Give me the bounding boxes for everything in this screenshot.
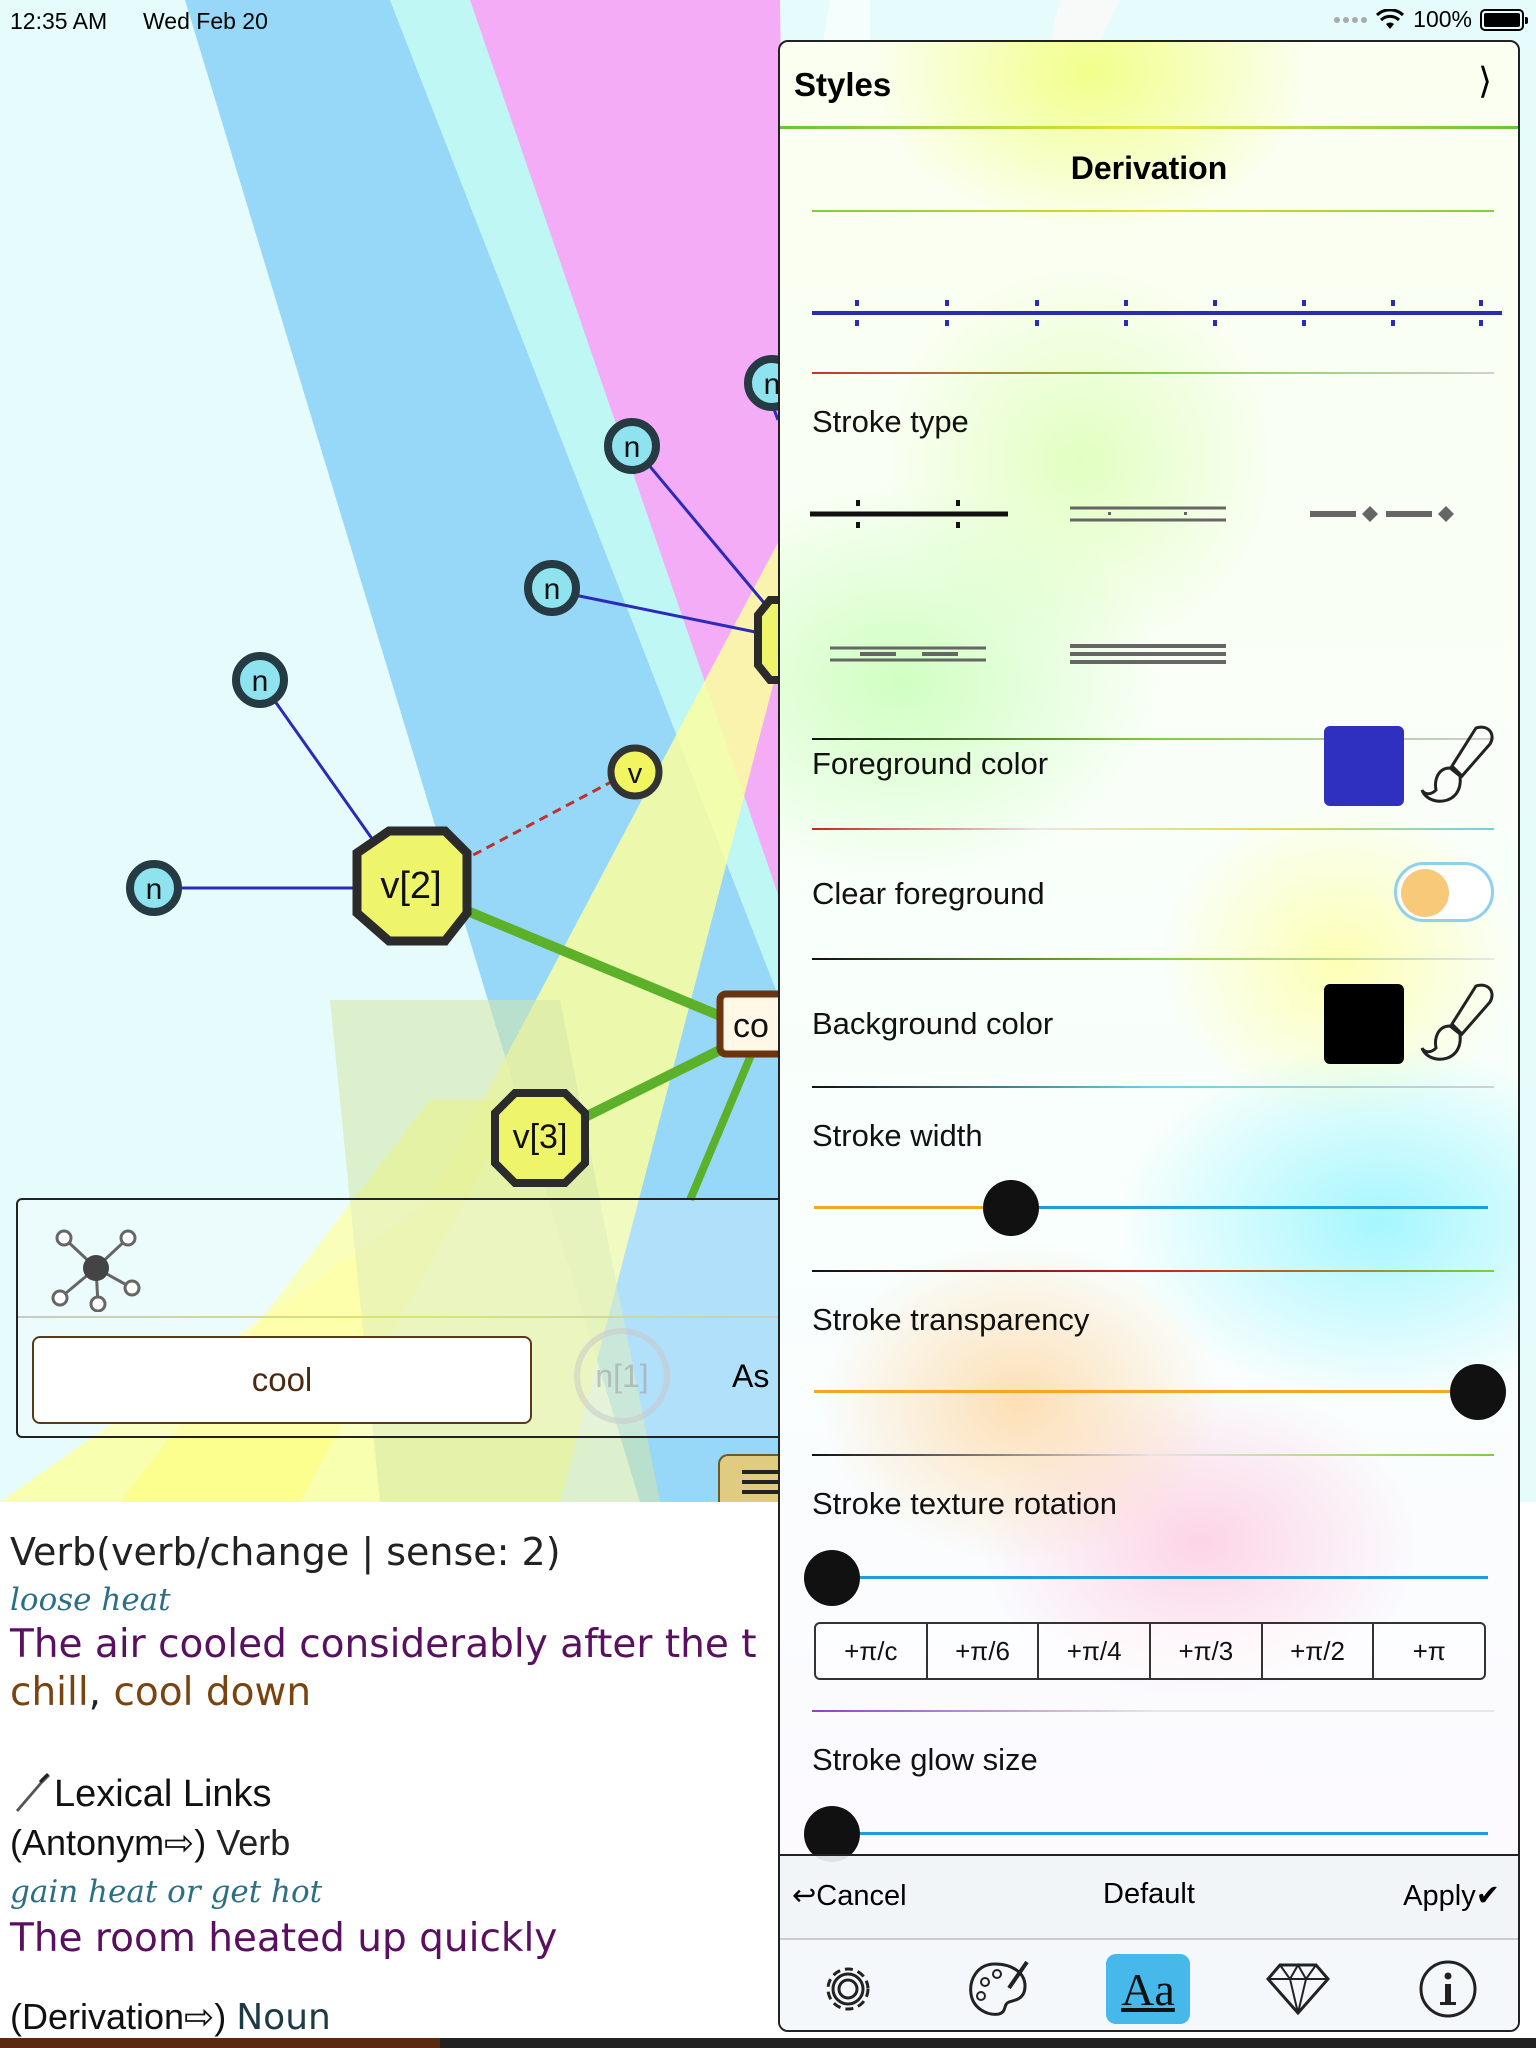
foreground-color-swatch[interactable]: [1324, 726, 1404, 806]
rotate-pi-2-button[interactable]: +π/2: [1263, 1624, 1375, 1678]
gear-icon: [826, 1967, 870, 2011]
derivation-relation[interactable]: (Derivation⇨) Noun: [10, 1996, 331, 2038]
section-title: Derivation: [1070, 150, 1228, 186]
apply-button[interactable]: Apply✔: [1403, 1880, 1500, 1912]
tab-premium[interactable]: [1256, 1954, 1340, 2024]
paintbrush-icon[interactable]: [1416, 982, 1498, 1064]
graph-node-n: n: [126, 860, 182, 916]
graph-node-n: n: [232, 652, 288, 708]
default-button[interactable]: Default: [1103, 1878, 1195, 1910]
status-indicators: 100%: [1333, 6, 1528, 33]
rotate-pi-c-button[interactable]: +π/c: [816, 1624, 928, 1678]
synonym-link[interactable]: chill: [10, 1670, 89, 1715]
stroke-width-label: Stroke width: [812, 1118, 983, 1153]
action-bar: ↩Cancel Default Apply✔: [780, 1854, 1518, 1938]
stroke-glow-size-slider[interactable]: [814, 1832, 1488, 1835]
stroke-type-dashed-ticks[interactable]: [810, 494, 1010, 534]
battery-percent: 100%: [1413, 6, 1472, 32]
styles-panel: Styles ⟩ Derivation Stroke type: [778, 40, 1520, 2032]
word-toolbar: cool n[1] As: [16, 1198, 816, 1438]
stroke-transparency-thumb[interactable]: [1450, 1364, 1506, 1420]
clear-foreground-toggle[interactable]: [1394, 862, 1494, 922]
antonym-example: The room heated up quickly: [10, 1916, 558, 1961]
collapse-chevron-icon[interactable]: ⟩: [1477, 60, 1492, 101]
tab-info[interactable]: [1406, 1954, 1490, 2024]
paintbrush-icon[interactable]: [1416, 724, 1498, 806]
cancel-button[interactable]: ↩Cancel: [792, 1880, 907, 1912]
stroke-texture-rotation-thumb[interactable]: [804, 1550, 860, 1606]
svg-text:co: co: [733, 1007, 769, 1045]
stroke-type-label: Stroke type: [812, 404, 969, 439]
rotation-step-buttons: +π/c +π/6 +π/4 +π/3 +π/2 +π: [814, 1622, 1486, 1680]
bottom-strip: [0, 2038, 1536, 2048]
antonym-gloss: gain heat or get hot: [10, 1874, 323, 1910]
stroke-type-diamond-dash[interactable]: [1310, 494, 1470, 534]
foreground-color-label: Foreground color: [812, 746, 1049, 781]
svg-text:n: n: [544, 573, 561, 606]
ghost-node[interactable]: n[1]: [574, 1328, 670, 1424]
stroke-transparency-label: Stroke transparency: [812, 1302, 1090, 1337]
stroke-texture-rotation-label: Stroke texture rotation: [812, 1486, 1117, 1521]
tab-text-style[interactable]: Aa: [1106, 1954, 1190, 2024]
status-bar: 12:35 AM Wed Feb 20 100%: [0, 0, 1536, 40]
svg-text:n: n: [146, 873, 163, 906]
word-field[interactable]: cool: [32, 1336, 532, 1424]
text-style-icon: Aa: [1121, 1963, 1175, 2015]
rotate-pi-button[interactable]: +π: [1412, 1635, 1446, 1666]
status-date: Wed Feb 20: [143, 8, 268, 34]
rotate-pi-4-button[interactable]: +π/4: [1039, 1624, 1152, 1678]
graph-svg: n n n n n v v[2] v[3]: [0, 0, 1120, 1502]
stroke-type-triple-line[interactable]: [1070, 634, 1230, 674]
graph-node-v: v: [607, 744, 663, 800]
rotate-pi-6-button[interactable]: +π/6: [928, 1624, 1040, 1678]
tab-colors[interactable]: [956, 1954, 1040, 2024]
tab-settings[interactable]: [806, 1954, 890, 2024]
sense-example: The air cooled considerably after the t: [10, 1622, 757, 1667]
stroke-type-double-dotted[interactable]: [1070, 494, 1230, 534]
svg-text:n: n: [252, 665, 269, 698]
background-color-label: Background color: [812, 1006, 1054, 1041]
svg-text:n: n: [764, 368, 781, 401]
svg-text:n: n: [624, 431, 641, 464]
graph-node-v3: v[3]: [491, 1089, 589, 1187]
sense-header: Verb(verb/change | sense: 2): [10, 1530, 561, 1574]
synonym-list: chill, cool down: [10, 1670, 312, 1715]
ask-label[interactable]: As: [732, 1358, 770, 1394]
stroke-preview: [812, 300, 1502, 326]
graph-node-v2: v[2]: [352, 826, 472, 946]
rotate-pi-3-button[interactable]: +π/3: [1151, 1624, 1263, 1678]
antonym-relation[interactable]: (Antonym⇨) Verb: [10, 1822, 291, 1863]
stroke-texture-rotation-slider[interactable]: [814, 1576, 1488, 1579]
background-color-swatch[interactable]: [1324, 984, 1404, 1064]
signal-dots-icon: [1334, 16, 1368, 23]
sense-gloss: loose heat: [10, 1582, 171, 1618]
quill-pen-icon: [16, 1772, 50, 1812]
palette-icon: [969, 1960, 1029, 2016]
stroke-transparency-slider[interactable]: [814, 1390, 1488, 1393]
synonym-link[interactable]: cool down: [113, 1670, 312, 1715]
wifi-icon: [1376, 8, 1405, 29]
clear-foreground-label: Clear foreground: [812, 876, 1045, 911]
svg-text:v[2]: v[2]: [380, 865, 441, 907]
stroke-width-thumb[interactable]: [982, 1180, 1039, 1236]
stroke-width-slider[interactable]: [814, 1206, 1488, 1209]
panel-title: Styles: [794, 66, 892, 103]
info-icon: [1419, 1960, 1477, 2018]
panel-tab-bar: Aa: [780, 1938, 1518, 2030]
network-hub-icon[interactable]: [32, 1212, 142, 1312]
graph-node-n: n: [524, 560, 580, 616]
svg-text:v[3]: v[3]: [513, 1118, 568, 1156]
stroke-glow-size-thumb[interactable]: [804, 1806, 860, 1862]
toolbar-divider: [18, 1316, 814, 1318]
battery-icon: [1480, 8, 1528, 31]
status-time: 12:35 AM: [10, 8, 108, 34]
graph-node-n: n: [604, 418, 660, 474]
stroke-type-double-dash[interactable]: [830, 634, 990, 674]
diamond-icon: [1266, 1962, 1330, 2016]
stroke-glow-size-label: Stroke glow size: [812, 1742, 1038, 1777]
lexical-links-heading: Lexical Links: [10, 1770, 272, 1816]
svg-text:v: v: [628, 758, 643, 790]
